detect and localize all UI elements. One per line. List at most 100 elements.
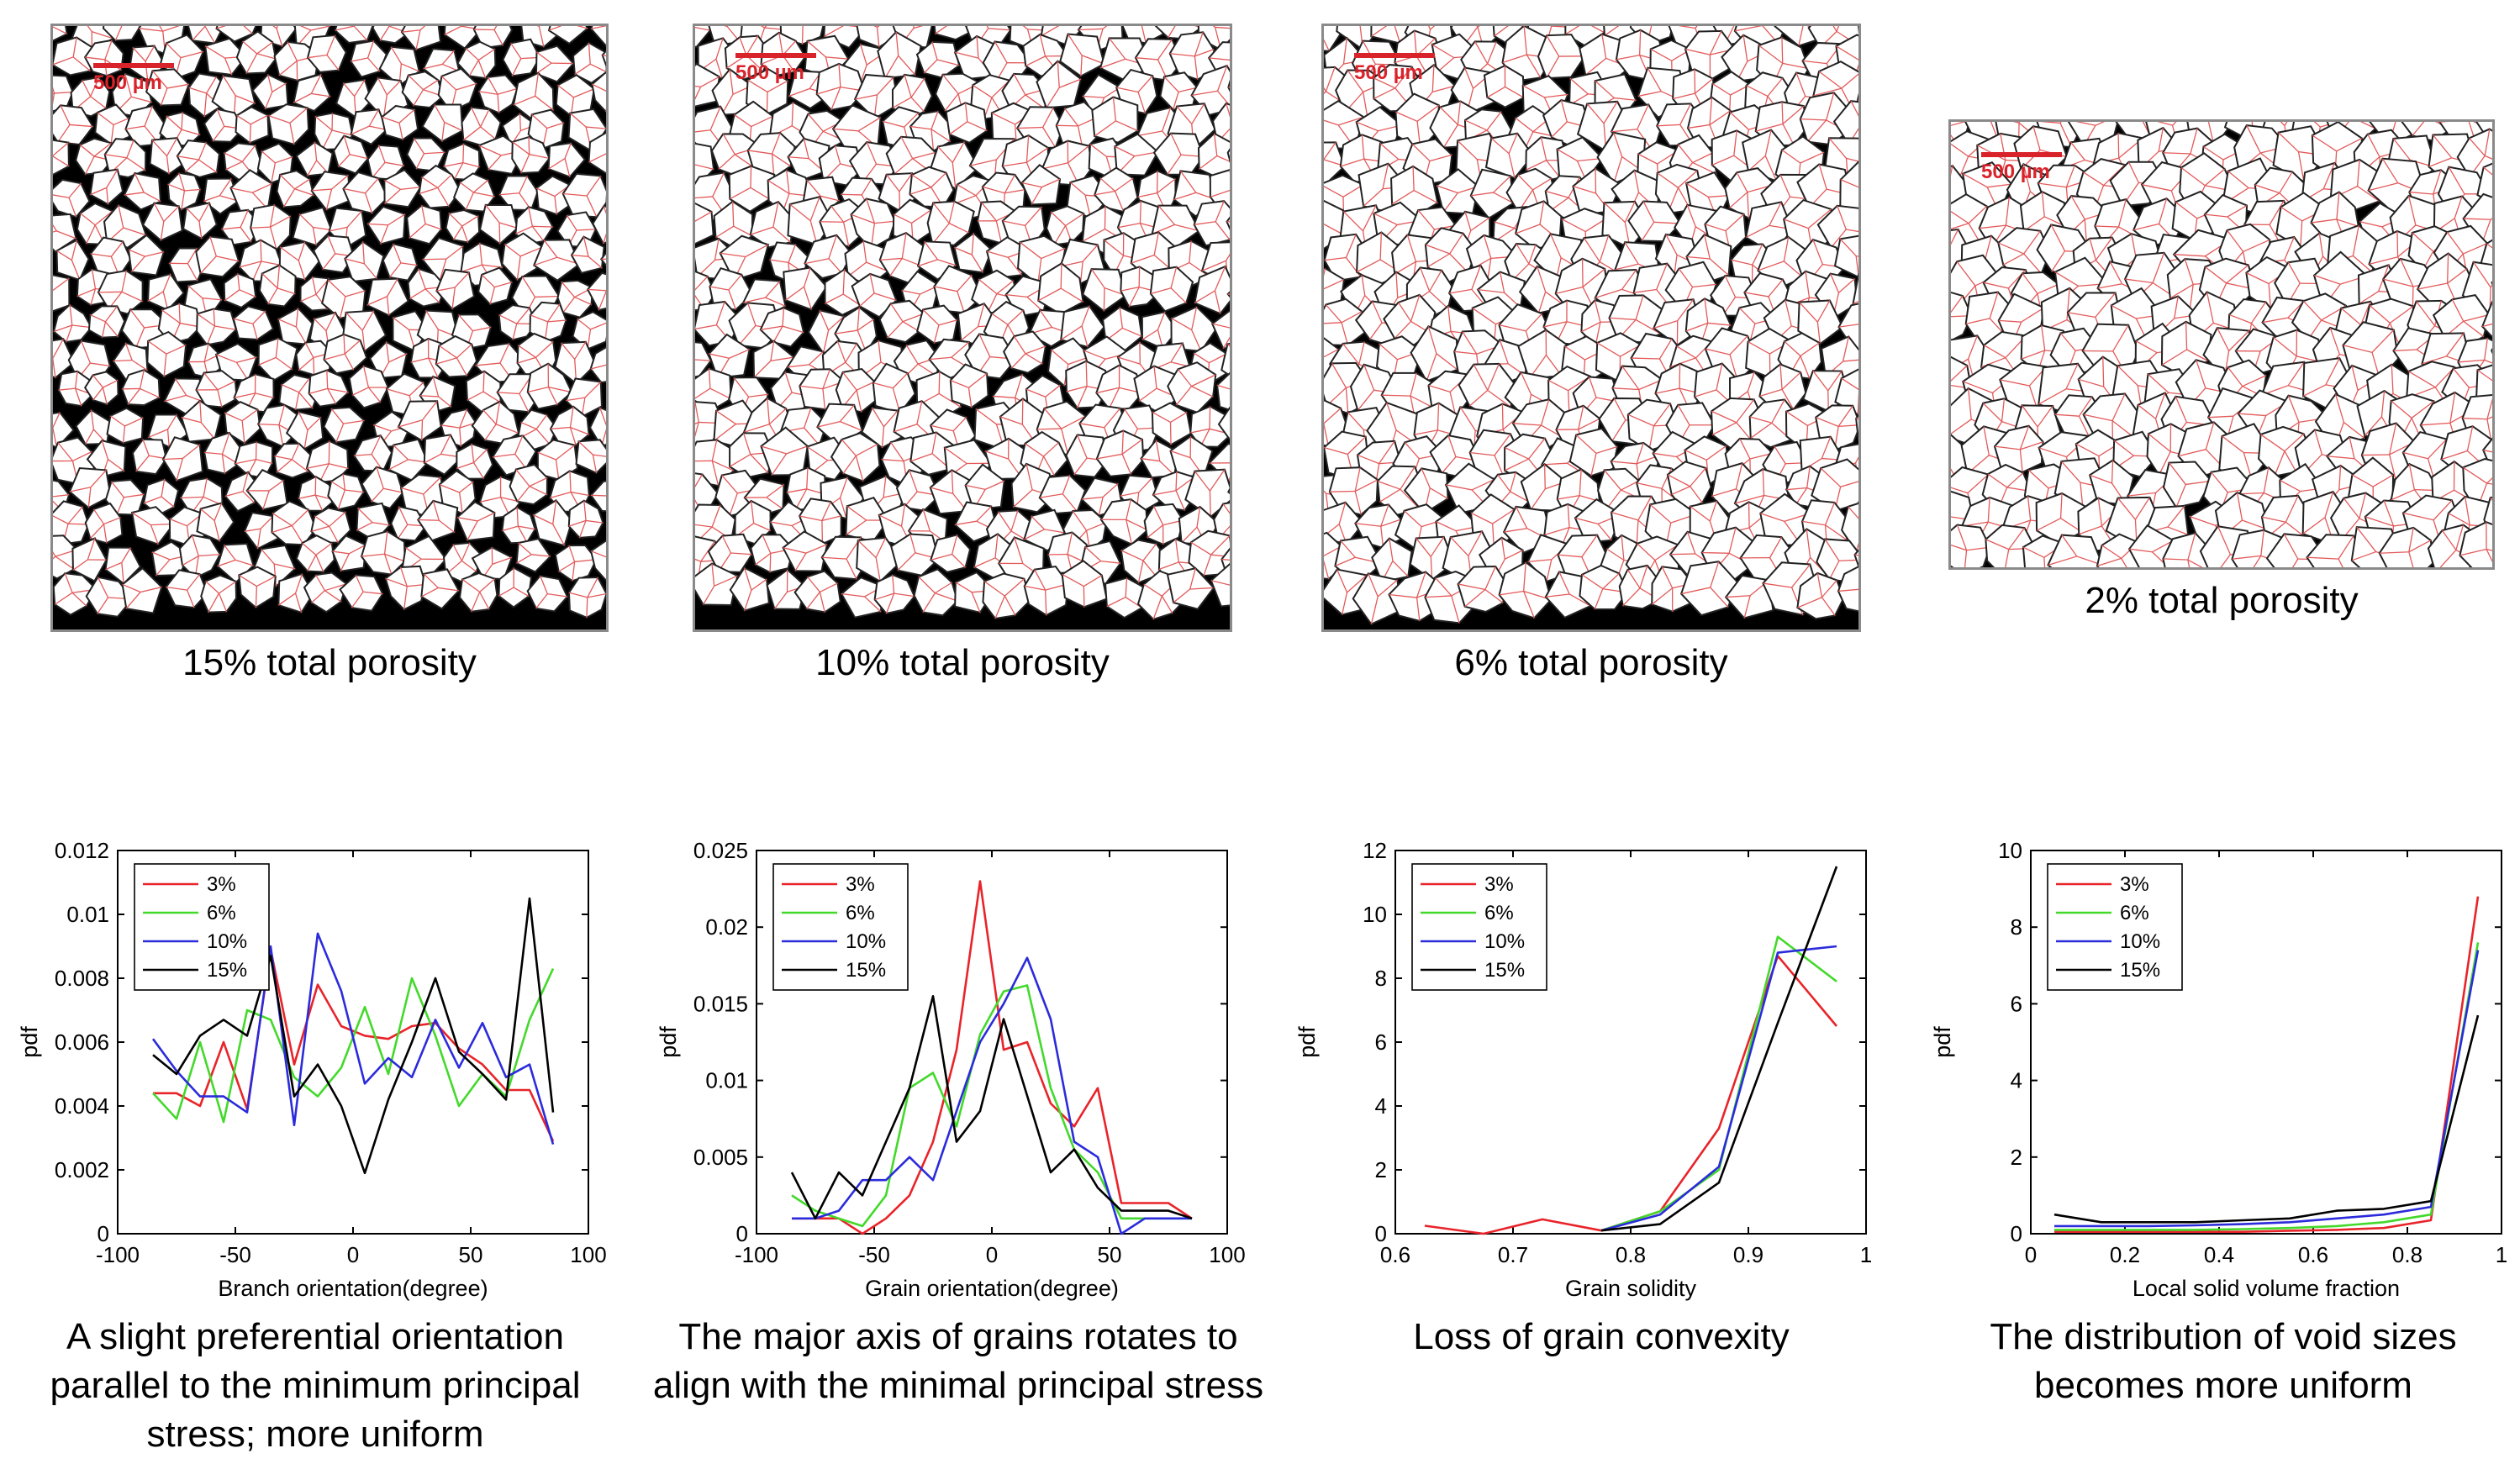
y-axis-label: pdf: [17, 1026, 42, 1058]
x-tick-label: -100: [735, 1242, 778, 1267]
x-axis-label: Grain solidity: [1565, 1276, 1697, 1301]
legend-label: 3%: [1484, 873, 1514, 896]
x-tick-label: 100: [1209, 1242, 1245, 1267]
y-tick-label: 6: [1375, 1030, 1387, 1055]
legend-label: 10%: [2120, 930, 2160, 953]
legend-label: 10%: [846, 930, 886, 953]
series-line-15pct: [152, 897, 555, 1175]
series-line-6pct: [2054, 942, 2480, 1231]
scale-bar-label: 500 µm: [735, 61, 804, 84]
x-axis-label: Grain orientation(degree): [865, 1276, 1119, 1301]
x-tick-label: 0: [2025, 1242, 2037, 1267]
x-axis-label: Branch orientation(degree): [218, 1276, 488, 1301]
series-line-15pct: [1600, 866, 1838, 1232]
x-tick-label: 0.4: [2204, 1242, 2234, 1267]
legend-label: 6%: [207, 902, 236, 924]
legend: [1411, 863, 1547, 991]
series-line-3pct: [792, 880, 1193, 1235]
chart-svg: -100 -50 0 50 100 0 0.002 0.004 0.006 0.008 0.01 0.…: [17, 838, 607, 1301]
y-tick-label: 8: [2011, 914, 2022, 940]
legend-label: 15%: [2120, 959, 2160, 982]
micrograph-10-porosity: 500 µm: [693, 24, 1232, 632]
legend-label: 3%: [846, 873, 875, 896]
y-tick-label: 0: [98, 1221, 109, 1246]
x-tick-label: 0.6: [2298, 1242, 2328, 1267]
y-tick-label: 0.025: [693, 838, 748, 863]
y-tick-label: 0.01: [66, 902, 109, 927]
micrograph-6-porosity: 500 µm: [1321, 24, 1861, 632]
y-tick-label: 0.008: [55, 966, 109, 991]
x-tick-label: 0: [986, 1242, 998, 1267]
series-line-15pct: [790, 995, 1193, 1220]
legend-label: 10%: [207, 930, 247, 953]
scale-bar: 500 µm: [735, 53, 816, 85]
legend: [772, 863, 909, 991]
y-tick-label: 8: [1375, 966, 1387, 991]
micrograph-image: [1324, 26, 1858, 629]
x-axis-label: Local solid volume fraction: [2133, 1276, 2400, 1301]
series-line-10pct: [151, 932, 555, 1145]
micrograph-15-porosity: 500 µm: [50, 24, 609, 632]
micrograph-image: [53, 26, 606, 629]
x-tick-label: 0.6: [1380, 1242, 1410, 1267]
y-tick-label: 0.01: [705, 1068, 748, 1093]
series-line-15pct: [2053, 1014, 2480, 1224]
x-tick-label: 50: [1098, 1242, 1122, 1267]
micrograph-image: [695, 26, 1230, 629]
y-axis-label: pdf: [1930, 1026, 1955, 1058]
y-tick-label: 0.002: [55, 1157, 109, 1182]
chart-grain-orientation: -100 -50 0 50 100 0 0.005 0.01 0.015 0.02 0.025 Gra…: [639, 807, 1261, 1311]
series-line-10pct: [2054, 950, 2480, 1228]
x-tick-label: 0: [347, 1242, 359, 1267]
y-tick-label: 0.005: [693, 1145, 748, 1170]
micrograph-caption: 2% total porosity: [2085, 580, 2359, 621]
y-tick-label: 10: [1363, 902, 1387, 927]
y-axis-label: pdf: [1294, 1026, 1320, 1058]
x-tick-label: 0.7: [1498, 1242, 1528, 1267]
micrograph-caption: 15% total porosity: [182, 642, 477, 683]
chart-caption: The distribution of void sizes becomes m…: [1990, 1316, 2457, 1406]
micrograph-image: [1951, 122, 2492, 567]
x-tick-label: 1: [2496, 1242, 2507, 1267]
scale-bar-label: 500 µm: [93, 71, 162, 94]
legend-label: 15%: [207, 959, 247, 982]
chart-caption: The major axis of grains rotates to alig…: [652, 1316, 1264, 1406]
legend: [134, 863, 270, 991]
y-tick-label: 6: [2011, 991, 2022, 1016]
y-tick-label: 12: [1363, 838, 1387, 863]
chart-svg: -100 -50 0 50 100 0 0.005 0.01 0.015 0.02 0.025 Gra…: [656, 838, 1246, 1301]
series-line-10pct: [1600, 945, 1837, 1232]
series-line-3pct: [2054, 896, 2480, 1233]
y-tick-label: 0.015: [693, 991, 748, 1016]
legend-label: 6%: [1484, 902, 1514, 924]
y-tick-label: 0: [2011, 1221, 2022, 1246]
y-tick-label: 10: [1998, 838, 2022, 863]
x-tick-label: 1: [1860, 1242, 1872, 1267]
y-tick-label: 0.012: [55, 838, 109, 863]
x-tick-label: -50: [219, 1242, 251, 1267]
y-tick-label: 0.004: [55, 1093, 109, 1119]
micrograph-2-porosity: 500 µm: [1948, 119, 2495, 570]
y-tick-label: 4: [2011, 1068, 2022, 1093]
legend-label: 15%: [846, 959, 886, 982]
chart-caption: Loss of grain convexity: [1413, 1316, 1790, 1357]
scale-bar: 500 µm: [1981, 152, 2062, 184]
legend-label: 10%: [1484, 930, 1525, 953]
chart-local-solid-volume: 0 0.2 0.4 0.6 0.8 1 0 2 4 6 8 10 Local solid volume …: [1913, 807, 2520, 1311]
x-tick-label: 0.9: [1733, 1242, 1763, 1267]
legend-label: 6%: [846, 902, 875, 924]
x-tick-label: -50: [858, 1242, 890, 1267]
scale-bar: 500 µm: [1354, 53, 1435, 85]
scale-bar-label: 500 µm: [1354, 61, 1423, 84]
x-tick-label: 0.8: [2392, 1242, 2422, 1267]
y-tick-label: 0: [1375, 1221, 1387, 1246]
scale-bar-label: 500 µm: [1981, 161, 2050, 183]
chart-branch-orientation: -100 -50 0 50 100 0 0.002 0.004 0.006 0.008 0.01 0.…: [0, 807, 622, 1311]
series-line-10pct: [792, 956, 1192, 1235]
x-tick-label: 0.8: [1616, 1242, 1646, 1267]
y-tick-label: 2: [2011, 1145, 2022, 1170]
x-tick-label: -100: [96, 1242, 140, 1267]
y-tick-label: 0: [736, 1221, 748, 1246]
